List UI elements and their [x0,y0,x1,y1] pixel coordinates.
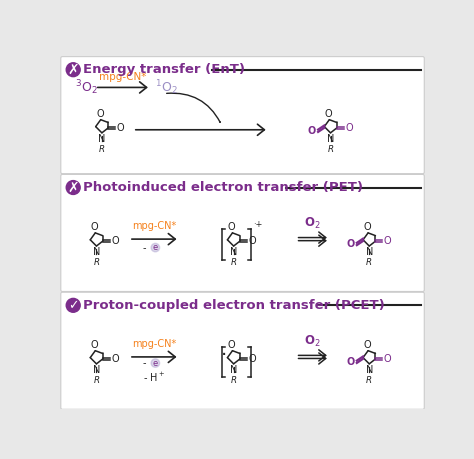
Circle shape [66,180,80,195]
Text: ·: · [220,346,227,365]
Text: R: R [93,258,100,267]
Circle shape [151,243,160,252]
Text: mpg-CN*: mpg-CN* [132,339,176,349]
Text: ✗: ✗ [67,180,79,195]
Text: O: O [364,222,371,232]
Text: O: O [117,123,124,133]
Text: N: N [327,134,334,144]
Text: ✓: ✓ [68,299,79,312]
Text: N: N [93,247,100,257]
Text: R: R [366,258,372,267]
Text: O$_2$: O$_2$ [304,334,321,349]
Text: - H$^+$: - H$^+$ [143,371,165,384]
Text: O: O [384,236,392,246]
Text: Photoinduced electron transfer (PET): Photoinduced electron transfer (PET) [83,181,363,194]
Text: N: N [365,247,373,257]
Text: $^3$O$_2$: $^3$O$_2$ [75,78,97,97]
Text: O: O [325,109,332,119]
Text: O: O [111,354,119,364]
Text: O: O [346,357,355,367]
Text: R: R [230,376,237,385]
Text: R: R [328,145,334,154]
Text: mpg-CN*: mpg-CN* [132,221,176,231]
Text: O: O [91,340,98,350]
Text: $^1$O$_2$: $^1$O$_2$ [155,78,177,97]
FancyBboxPatch shape [61,174,424,291]
Text: N: N [98,134,106,144]
Text: O: O [248,236,256,246]
Text: O: O [228,222,236,232]
Text: O$_2$: O$_2$ [304,216,321,231]
Text: O: O [248,354,256,364]
Text: N: N [365,364,373,375]
Text: N: N [93,364,100,375]
Text: O: O [384,354,392,364]
Text: R: R [230,258,237,267]
FancyArrowPatch shape [167,93,220,123]
Text: O: O [228,340,236,350]
Circle shape [151,359,160,367]
Text: Proton-coupled electron transfer (PCET): Proton-coupled electron transfer (PCET) [83,299,385,312]
Text: O: O [111,236,119,246]
Text: ✗: ✗ [67,63,79,77]
Text: ·+: ·+ [253,220,263,229]
Circle shape [66,63,80,77]
Text: e: e [153,243,158,252]
Text: R: R [93,376,100,385]
Text: O: O [345,123,353,133]
Text: mpg-CN*: mpg-CN* [99,72,146,82]
Text: N: N [230,364,237,375]
Text: O: O [91,222,98,232]
FancyBboxPatch shape [61,56,424,174]
Text: O: O [364,340,371,350]
Text: -: - [143,358,149,368]
FancyBboxPatch shape [61,292,424,409]
Text: R: R [366,376,372,385]
Circle shape [66,298,80,312]
Text: N: N [230,247,237,257]
Text: -: - [143,242,149,252]
Text: e: e [153,358,158,368]
Text: O: O [308,126,316,136]
Text: Energy transfer (EnT): Energy transfer (EnT) [83,63,245,76]
Text: O: O [346,239,355,249]
Text: O: O [96,109,104,119]
Text: R: R [99,145,105,154]
